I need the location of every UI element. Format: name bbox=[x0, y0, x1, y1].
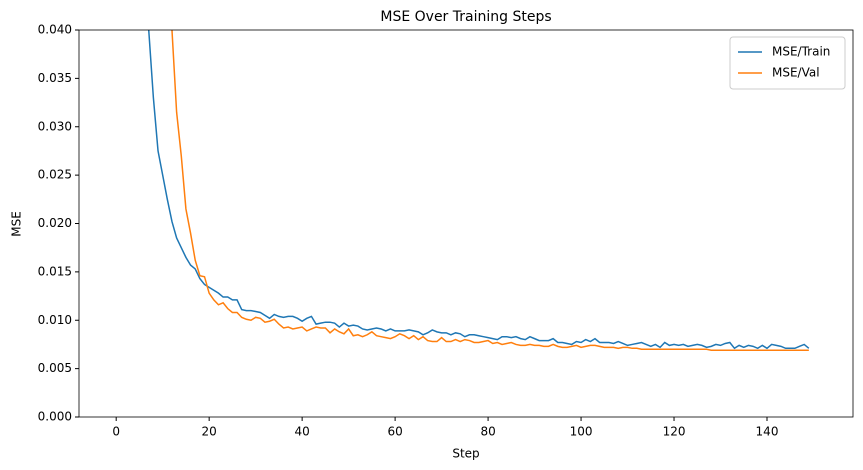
x-tick-label: 80 bbox=[480, 425, 495, 439]
legend-label: MSE/Train bbox=[772, 45, 830, 59]
y-tick-label: 0.020 bbox=[38, 216, 72, 230]
y-tick-label: 0.005 bbox=[38, 361, 72, 375]
y-tick-label: 0.010 bbox=[38, 313, 72, 327]
y-tick-label: 0.000 bbox=[38, 410, 72, 424]
x-tick-label: 0 bbox=[112, 425, 120, 439]
x-tick-label: 120 bbox=[663, 425, 686, 439]
y-axis-label: MSE bbox=[10, 211, 24, 237]
chart-title: MSE Over Training Steps bbox=[380, 9, 551, 25]
y-tick-label: 0.040 bbox=[38, 23, 72, 37]
x-tick-label: 20 bbox=[202, 425, 217, 439]
x-tick-label: 100 bbox=[570, 425, 593, 439]
y-tick-label: 0.015 bbox=[38, 264, 72, 278]
y-tick-label: 0.025 bbox=[38, 168, 72, 182]
legend-label: MSE/Val bbox=[772, 66, 820, 80]
x-tick-label: 40 bbox=[294, 425, 309, 439]
x-axis-label: Step bbox=[452, 447, 479, 461]
line-series bbox=[147, 30, 810, 350]
line-series bbox=[171, 30, 809, 351]
y-tick-label: 0.035 bbox=[38, 71, 72, 85]
y-tick-label: 0.030 bbox=[38, 119, 72, 133]
plot-frame bbox=[78, 29, 854, 418]
x-tick-label: 140 bbox=[756, 425, 779, 439]
x-tick-label: 60 bbox=[387, 425, 402, 439]
legend-box bbox=[729, 36, 846, 90]
